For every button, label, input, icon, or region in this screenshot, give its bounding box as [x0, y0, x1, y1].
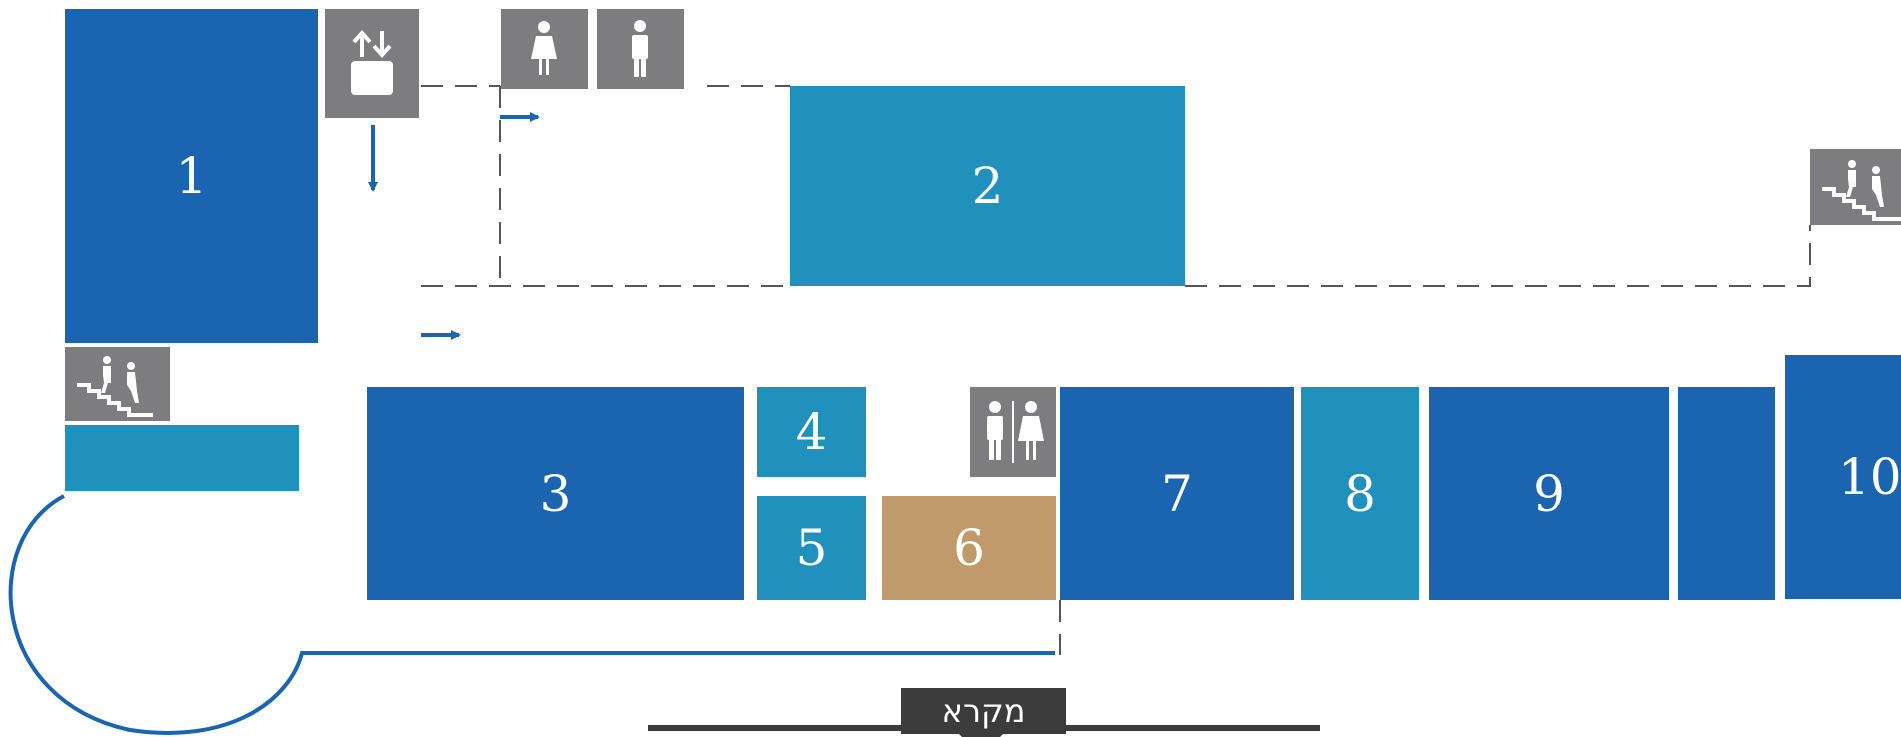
room-unlabeled[interactable]: [1678, 387, 1775, 600]
room-strip[interactable]: [65, 425, 299, 491]
room-label: 4: [795, 403, 828, 461]
room-label: 8: [1344, 464, 1376, 523]
room-8[interactable]: 8: [1301, 387, 1419, 600]
stairs-icon[interactable]: [65, 347, 170, 421]
route-curve: [8, 494, 1055, 735]
room-2[interactable]: 2: [790, 86, 1185, 286]
room-label: 1: [175, 147, 208, 205]
room-7[interactable]: 7: [1060, 387, 1294, 600]
room-label: 3: [539, 464, 572, 523]
room-5[interactable]: 5: [757, 496, 866, 600]
womens-restroom-icon[interactable]: [501, 9, 588, 89]
room-label: 6: [953, 519, 985, 577]
restrooms-icon[interactable]: [970, 387, 1056, 477]
legend-button[interactable]: מקרא: [901, 688, 1066, 734]
legend-label: מקרא: [941, 692, 1026, 730]
room-6[interactable]: 6: [882, 496, 1056, 600]
mens-restroom-icon[interactable]: [597, 9, 684, 89]
route-arrows: [368, 112, 540, 340]
elevator-icon[interactable]: [325, 9, 419, 118]
stairs-icon[interactable]: [1810, 149, 1901, 225]
room-10[interactable]: 10: [1785, 355, 1901, 599]
room-label: 5: [795, 519, 828, 577]
room-9[interactable]: 9: [1429, 387, 1669, 600]
dashed-walkway: [421, 85, 1811, 655]
room-label: 2: [971, 157, 1004, 215]
room-label: 10: [1838, 448, 1901, 506]
room-1[interactable]: 1: [65, 9, 318, 343]
room-label: 7: [1161, 464, 1193, 523]
room-3[interactable]: 3: [367, 387, 744, 600]
room-label: 9: [1533, 464, 1565, 523]
room-4[interactable]: 4: [757, 387, 866, 477]
